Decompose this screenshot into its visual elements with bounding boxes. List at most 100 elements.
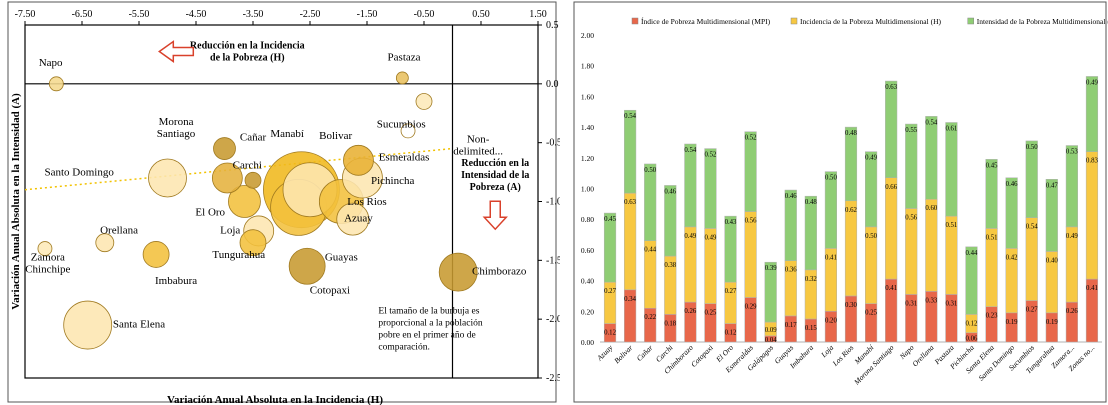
left-arrow-icon: [158, 40, 195, 63]
data-label: 0.50: [1026, 144, 1038, 151]
category-label: Cotopaxi: [689, 343, 715, 369]
bubble-label-line: Guayas: [325, 251, 358, 263]
data-label: 0.54: [624, 113, 636, 120]
bar-segment-1: [824, 311, 837, 343]
annotation-line: de la Pobreza (H): [210, 53, 285, 64]
down-arrow-icon: [482, 200, 508, 231]
bubble-label: Carchi: [233, 160, 262, 172]
bar-segment-3: [724, 215, 737, 283]
bubble-label: Cañar: [240, 131, 267, 143]
data-label: 0.09: [765, 327, 777, 334]
data-label: 0.25: [704, 310, 716, 317]
data-label: 0.31: [945, 300, 957, 307]
data-label: 0.26: [684, 308, 696, 315]
y-tick-label: -0.5: [546, 138, 560, 149]
legend-entry: Incidencia de la Pobreza Multidimensiona…: [800, 17, 941, 26]
y-axis-label: Variación Anual Absoluta en la Intensida…: [10, 93, 22, 310]
bubble-label-line: Non-: [467, 134, 490, 146]
bubble-sucumbios: [415, 93, 433, 110]
data-label: 0.63: [624, 199, 636, 206]
data-label: 0.63: [885, 84, 897, 91]
bar-segment-3: [764, 261, 777, 323]
bar-segment-2: [624, 192, 637, 291]
bar-segment-1: [664, 314, 677, 343]
y-tick-label: 1.00: [581, 185, 594, 194]
bubble-label-line: Manabí: [270, 128, 304, 140]
bar-segment-3: [844, 126, 858, 202]
bubble-label: Cotopaxi: [310, 284, 350, 296]
data-label: 0.51: [945, 222, 957, 229]
bubble-label-line: Napo: [39, 57, 63, 69]
y-tick-label: 1.40: [581, 123, 594, 132]
bar-segment-3: [644, 163, 657, 241]
data-label: 0.62: [845, 207, 857, 214]
data-label: 0.50: [825, 175, 837, 182]
data-label: 0.32: [805, 276, 817, 283]
bar-segment-1: [784, 315, 797, 343]
bubble-cotopaxi: [288, 247, 326, 285]
data-label: 0.41: [1086, 285, 1098, 292]
y-tick-label: 0.60: [581, 246, 594, 255]
x-tick-label: -0.50: [414, 9, 435, 20]
bubble-label: Sucumbios: [377, 118, 426, 130]
annotation-line: pobre en el primer año de: [378, 330, 475, 340]
x-axis-label: Variación Anual Absoluta en la Incidenci…: [167, 394, 383, 405]
data-label: 0.19: [1006, 319, 1018, 326]
data-label: 0.52: [704, 152, 716, 159]
bubble-label-line: Sucumbios: [377, 118, 426, 130]
bubble-carchi: [244, 171, 262, 189]
data-label: 0.61: [945, 125, 957, 132]
outer-frame: [7, 1, 557, 403]
data-label: 0.23: [986, 313, 998, 320]
x-tick-label: -3.50: [243, 9, 264, 20]
category-label: Cañar: [635, 343, 655, 363]
bubble-label-line: Imbabura: [155, 275, 197, 287]
bar-segment-3: [925, 116, 938, 200]
bubble-label-line: Azuay: [344, 213, 373, 225]
bar-segment-2: [1085, 151, 1099, 280]
bubble-label-line: Santiago: [157, 128, 196, 140]
bubble-label: Azuay: [344, 213, 373, 225]
annotation-line: Pobreza (A): [470, 182, 521, 193]
bubble-orellana: [95, 233, 115, 253]
data-label: 0.54: [925, 119, 937, 126]
bar-segment-3: [704, 148, 717, 229]
data-label: 0.55: [905, 127, 917, 134]
bar-segment-3: [865, 151, 878, 228]
y-tick-label: 1.80: [581, 62, 594, 71]
y-tick-label: -2.5: [546, 373, 560, 384]
bubble-label: Chimborazo: [472, 265, 527, 277]
x-tick-label: -5.50: [129, 9, 150, 20]
bubble-label-line: Pastaza: [388, 51, 421, 63]
data-label: 0.44: [966, 250, 978, 257]
bubble-imbabura: [142, 241, 170, 268]
data-label: 0.36: [785, 267, 797, 274]
bubble-label-line: Chimborazo: [472, 265, 527, 277]
bubble-label: Santo Domingo: [44, 167, 114, 179]
data-label: 0.47: [1046, 182, 1058, 189]
data-label: 0.39: [765, 265, 777, 272]
data-label: 0.27: [725, 288, 737, 295]
bar-segment-3: [624, 109, 637, 194]
bubble-chimborazo: [438, 252, 478, 292]
legend-entry: Intensidad de la Pobreza Multidimensiona…: [977, 17, 1108, 26]
bubble-santo-domingo: [148, 158, 187, 198]
bubble-label: Zamora Chinchipe: [25, 251, 70, 275]
category-label: Orellana: [910, 343, 935, 368]
data-label: 0.42: [1006, 254, 1018, 261]
y-tick-label: 0.0: [546, 79, 559, 90]
bar-segment-3: [684, 143, 697, 228]
x-tick-label: -4.50: [186, 9, 207, 20]
data-label: 0.38: [664, 262, 676, 269]
data-label: 0.45: [604, 216, 616, 223]
legend-swatch: [967, 17, 974, 25]
bubble-azuay: [336, 202, 370, 236]
x-tick-label: 0.50: [472, 9, 490, 20]
data-label: 0.18: [664, 320, 676, 327]
bubble-label: Morona Santiago: [157, 116, 196, 140]
data-label: 0.15: [805, 325, 817, 332]
bubble-santa-elena: [63, 300, 113, 350]
bubble-label-line: Tungurahua: [212, 249, 265, 261]
y-tick-label: -2.0: [546, 314, 560, 325]
bubble-el-oro: [228, 185, 261, 218]
